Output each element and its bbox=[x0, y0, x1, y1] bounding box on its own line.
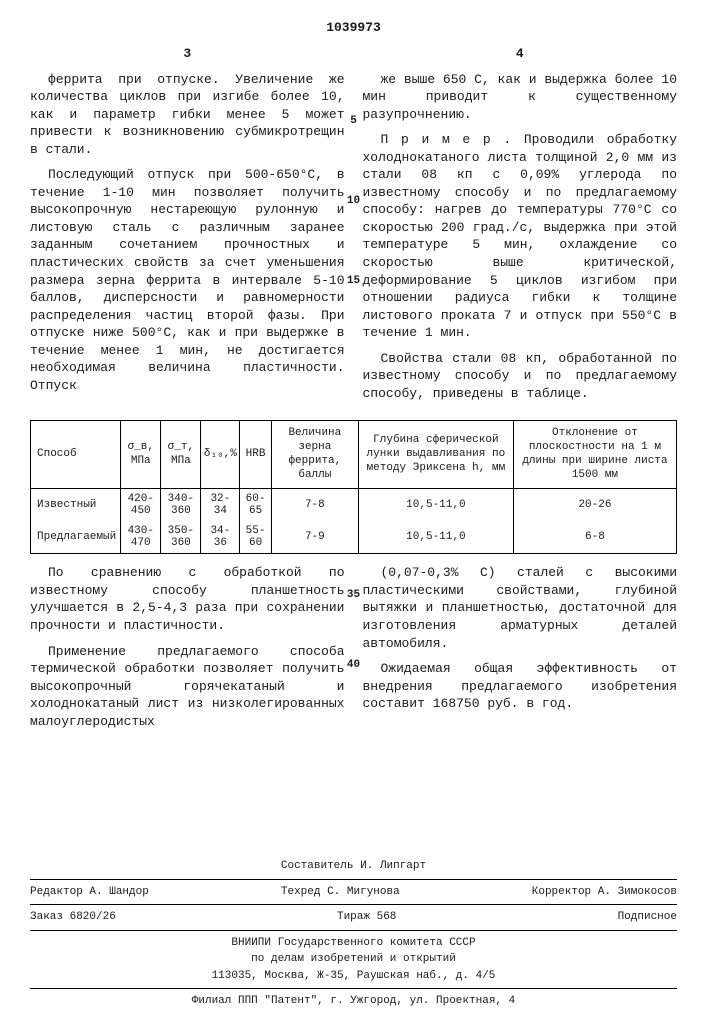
cell: 32-34 bbox=[201, 489, 240, 522]
marker-35: 35 bbox=[344, 589, 364, 601]
right-para-1: же выше 650 С, как и выдержка более 10 м… bbox=[363, 71, 678, 124]
lower-left-column: По сравнению с обработкой по известному … bbox=[30, 564, 345, 738]
lower-columns: По сравнению с обработкой по известному … bbox=[30, 564, 677, 738]
marker-10: 10 bbox=[344, 195, 364, 207]
table-row: Известный 420-450 340-360 32-34 60-65 7-… bbox=[31, 489, 677, 522]
org-line-2: по делам изобретений и открытий bbox=[30, 951, 677, 968]
cell: 55-60 bbox=[240, 521, 272, 554]
order: Заказ 6820/26 bbox=[30, 909, 116, 926]
left-col-header: 3 bbox=[30, 45, 345, 63]
table-header-row: Способ σ_в, МПа σ_т, МПа δ₁₀,% HRB Велич… bbox=[31, 421, 677, 489]
order-row: Заказ 6820/26 Тираж 568 Подписное bbox=[30, 904, 677, 931]
lower-right-column: (0,07-0,3% С) сталей с высокими пластиче… bbox=[363, 564, 678, 738]
left-para-2: Последующий отпуск при 500-650°С, в тече… bbox=[30, 166, 345, 394]
left-para-1: феррита при отпуске. Увеличение же колич… bbox=[30, 71, 345, 159]
th-erichsen: Глубина сферической лунки выдавливания п… bbox=[358, 421, 513, 489]
print-run: Тираж 568 bbox=[337, 909, 396, 926]
properties-table: Способ σ_в, МПа σ_т, МПа δ₁₀,% HRB Велич… bbox=[30, 420, 677, 554]
cell: 10,5-11,0 bbox=[358, 489, 513, 522]
cell: 20-26 bbox=[513, 489, 676, 522]
th-sigma-t: σ_т, МПа bbox=[161, 421, 201, 489]
credits-row: Редактор А. Шандор Техред С. Мигунова Ко… bbox=[30, 879, 677, 901]
cell: 34-36 bbox=[201, 521, 240, 554]
lower-left-para-2: Применение предлагаемого способа термиче… bbox=[30, 643, 345, 731]
right-col-header: 4 bbox=[363, 45, 678, 63]
th-grain: Величина зерна феррита, баллы bbox=[271, 421, 358, 489]
left-column: 3 феррита при отпуске. Увеличение же кол… bbox=[30, 45, 345, 410]
table-row: Предлагаемый 430-470 350-360 34-36 55-60… bbox=[31, 521, 677, 554]
compiler-line: Составитель И. Липгарт bbox=[30, 858, 677, 875]
lower-right-para-2: Ожидаемая общая эффективность от внедрен… bbox=[363, 660, 678, 713]
th-hrb: HRB bbox=[240, 421, 272, 489]
cell: 7-8 bbox=[271, 489, 358, 522]
th-sigma-b: σ_в, МПа bbox=[121, 421, 161, 489]
techred: Техред С. Мигунова bbox=[281, 884, 400, 901]
doc-number: 1039973 bbox=[30, 20, 677, 35]
cell: 7-9 bbox=[271, 521, 358, 554]
right-para-3: Свойства стали 08 кп, обработанной по из… bbox=[363, 350, 678, 403]
th-flatness: Отклонение от плоскостности на 1 м длины… bbox=[513, 421, 676, 489]
right-column: 4 же выше 650 С, как и выдержка более 10… bbox=[363, 45, 678, 410]
lower-left-para-1: По сравнению с обработкой по известному … bbox=[30, 564, 345, 634]
lower-right-para-1: (0,07-0,3% С) сталей с высокими пластиче… bbox=[363, 564, 678, 652]
colophon: Составитель И. Липгарт Редактор А. Шандо… bbox=[30, 858, 677, 1010]
subscribe: Подписное bbox=[618, 909, 677, 926]
editor: Редактор А. Шандор bbox=[30, 884, 149, 901]
right-para-2: П р и м е р . Проводили обработку холодн… bbox=[363, 131, 678, 342]
address-1: 113035, Москва, Ж-35, Раушская наб., д. … bbox=[30, 968, 677, 990]
cell-method-known: Известный bbox=[31, 489, 121, 522]
cell: 430-470 bbox=[121, 521, 161, 554]
address-2: Филиал ППП "Патент", г. Ужгород, ул. Про… bbox=[30, 993, 677, 1010]
marker-40: 40 bbox=[344, 659, 364, 671]
cell: 420-450 bbox=[121, 489, 161, 522]
cell: 10,5-11,0 bbox=[358, 521, 513, 554]
cell: 60-65 bbox=[240, 489, 272, 522]
upper-columns: 3 феррита при отпуске. Увеличение же кол… bbox=[30, 45, 677, 410]
cell: 350-360 bbox=[161, 521, 201, 554]
cell-method-proposed: Предлагаемый bbox=[31, 521, 121, 554]
page-container: 1039973 3 феррита при отпуске. Увеличени… bbox=[0, 0, 707, 1030]
corrector: Корректор А. Зимокосов bbox=[532, 884, 677, 901]
marker-15: 15 bbox=[344, 275, 364, 287]
marker-5: 5 bbox=[344, 115, 364, 127]
th-delta: δ₁₀,% bbox=[201, 421, 240, 489]
cell: 340-360 bbox=[161, 489, 201, 522]
cell: 6-8 bbox=[513, 521, 676, 554]
org-line-1: ВНИИПИ Государственного комитета СССР bbox=[30, 935, 677, 952]
th-method: Способ bbox=[31, 421, 121, 489]
